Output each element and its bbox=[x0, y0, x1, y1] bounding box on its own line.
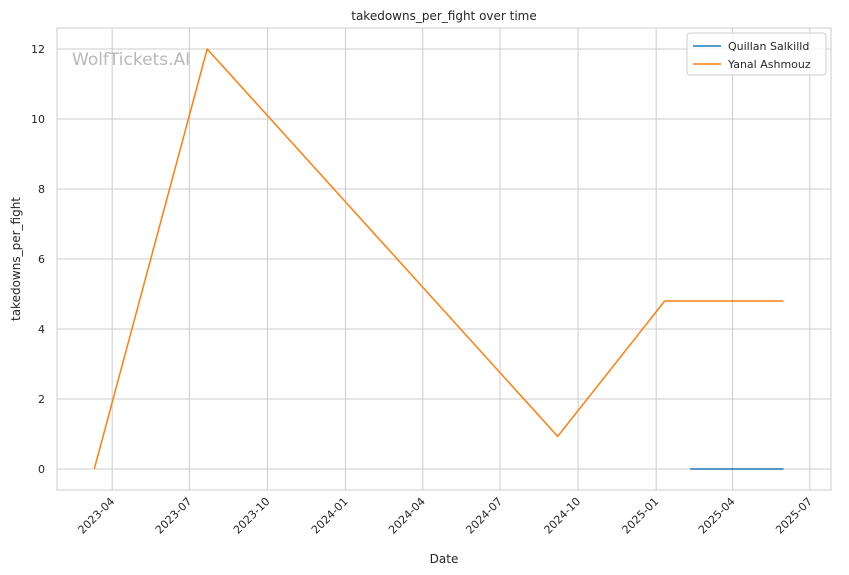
x-tick-label: 2024-04 bbox=[386, 495, 428, 537]
x-tick-labels: 2023-04 2023-07 2023-10 2024-01 2024-04 2024-… bbox=[76, 495, 815, 537]
x-axis-label: Date bbox=[430, 552, 459, 566]
grid bbox=[57, 28, 831, 490]
series-line bbox=[93, 48, 784, 470]
chart-title: takedowns_per_fight over time bbox=[351, 9, 537, 23]
x-tick-label: 2023-07 bbox=[153, 495, 195, 537]
x-tick-label: 2024-07 bbox=[463, 495, 505, 537]
x-tick-label: 2023-10 bbox=[231, 495, 273, 537]
y-tick-label: 6 bbox=[38, 253, 45, 266]
legend-label: Quillan Salkilld bbox=[728, 40, 809, 53]
y-axis-label: takedowns_per_fight bbox=[9, 197, 23, 321]
y-tick-label: 0 bbox=[38, 463, 45, 476]
y-tick-label: 4 bbox=[38, 323, 45, 336]
x-tick-label: 2025-01 bbox=[620, 495, 662, 537]
y-tick-label: 10 bbox=[31, 113, 45, 126]
legend-box bbox=[686, 32, 827, 76]
x-tick-label: 2024-10 bbox=[542, 495, 584, 537]
x-tick-label: 2023-04 bbox=[76, 495, 118, 537]
y-tick-label: 12 bbox=[31, 43, 45, 56]
series-lines bbox=[93, 48, 784, 470]
plot-frame bbox=[56, 27, 832, 491]
x-tick-label: 2024-01 bbox=[309, 495, 351, 537]
y-tick-labels: 0 2 4 6 8 10 12 bbox=[31, 43, 45, 476]
legend: Quillan Salkilld Yanal Ashmouz bbox=[686, 32, 827, 76]
x-tick-label: 2025-07 bbox=[773, 495, 815, 537]
legend-label: Yanal Ashmouz bbox=[727, 58, 811, 71]
x-tick-label: 2025-04 bbox=[696, 495, 738, 537]
y-tick-label: 8 bbox=[38, 183, 45, 196]
y-tick-label: 2 bbox=[38, 393, 45, 406]
watermark: WolfTickets.AI bbox=[72, 50, 190, 70]
